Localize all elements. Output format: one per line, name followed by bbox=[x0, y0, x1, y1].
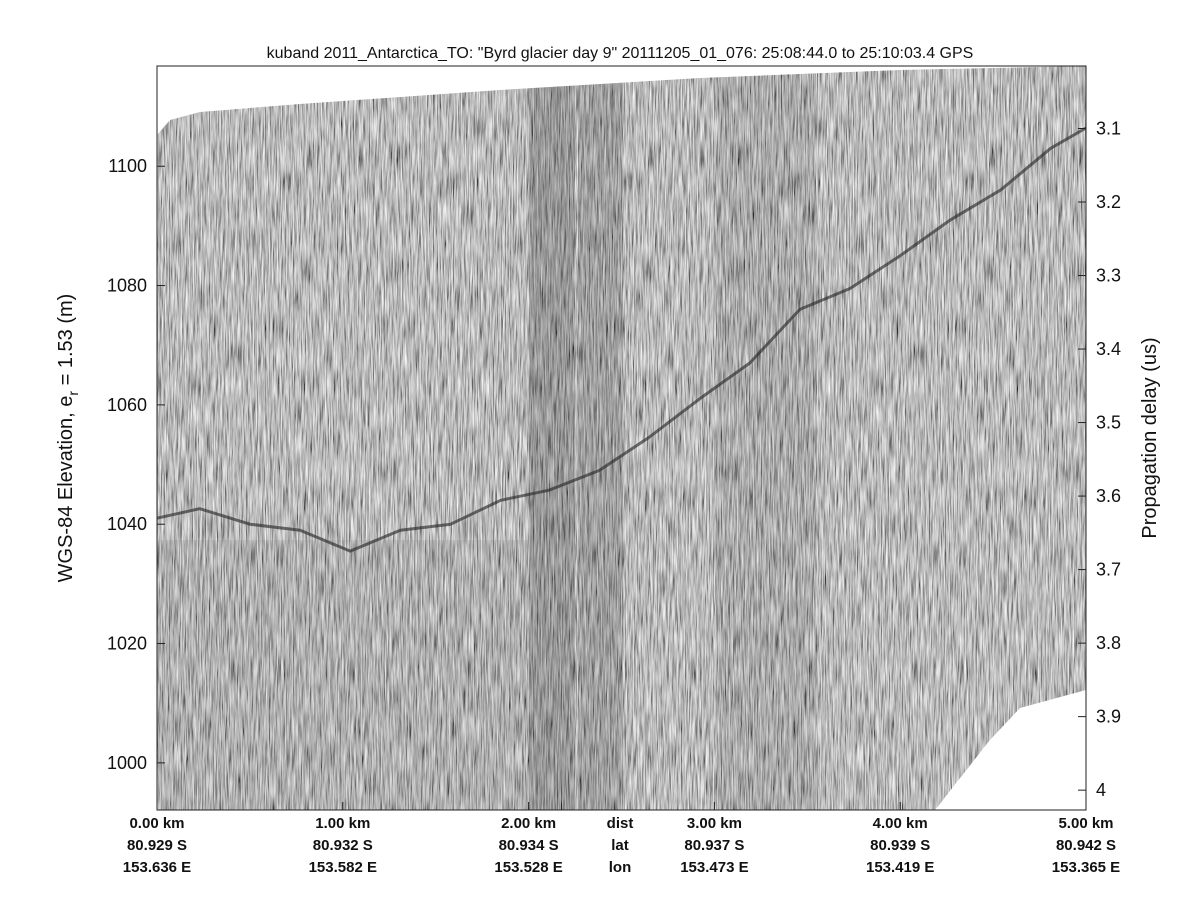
x-tick-lon: 153.473 E bbox=[680, 859, 748, 876]
radar-texture bbox=[157, 66, 1086, 810]
row-label: lon bbox=[609, 859, 632, 876]
shade bbox=[157, 540, 529, 810]
x-tick-lat: 80.942 S bbox=[1056, 837, 1116, 854]
x-tick-label: 1.00 km bbox=[315, 815, 370, 832]
x-tick-lon: 153.365 E bbox=[1052, 859, 1120, 876]
surface-reflector bbox=[156, 126, 1087, 553]
y-label-text: WGS-84 Elevation, e bbox=[55, 396, 77, 583]
y2-tick-label: 3.6 bbox=[1096, 486, 1121, 506]
x-tick-label: 0.00 km bbox=[129, 815, 184, 832]
row-label: lat bbox=[611, 837, 629, 854]
y2-tick-label: 3.3 bbox=[1096, 266, 1121, 286]
x-tick-lon: 153.528 E bbox=[494, 859, 562, 876]
y-label-subscript: r bbox=[65, 391, 81, 396]
y2-axis-label: Propagation delay (us) bbox=[1139, 337, 1161, 538]
x-tick-lat: 80.929 S bbox=[127, 837, 187, 854]
plot-frame bbox=[156, 65, 1087, 811]
x-tick-lon: 153.419 E bbox=[866, 859, 934, 876]
y2-tick-label: 3.8 bbox=[1096, 633, 1121, 653]
y-tick-label: 1080 bbox=[107, 276, 147, 296]
y2-tick-label: 3.7 bbox=[1096, 560, 1121, 580]
x-tick-lat: 80.939 S bbox=[870, 837, 930, 854]
y-tick-label: 1060 bbox=[107, 395, 147, 415]
row-label: dist bbox=[607, 815, 634, 832]
y2-tick-label: 3.1 bbox=[1096, 118, 1121, 138]
y-tick-label: 1020 bbox=[107, 634, 147, 654]
x-tick-lon: 153.636 E bbox=[123, 859, 191, 876]
x-tick-lon: 153.582 E bbox=[309, 859, 377, 876]
y-tick-label: 1040 bbox=[107, 514, 147, 534]
y2-tick-label: 3.2 bbox=[1096, 192, 1121, 212]
x-tick-label: 2.00 km bbox=[501, 815, 556, 832]
y-tick-label: 1100 bbox=[108, 156, 147, 176]
x-tick-label: 4.00 km bbox=[873, 815, 928, 832]
x-tick-label: 3.00 km bbox=[687, 815, 742, 832]
y2-tick-label: 3.4 bbox=[1096, 339, 1121, 359]
x-tick-lat: 80.932 S bbox=[313, 837, 373, 854]
dark-band bbox=[716, 66, 816, 810]
y2-tick-label: 4 bbox=[1096, 780, 1106, 800]
radar-image bbox=[157, 66, 1086, 810]
y-axis-label: WGS-84 Elevation, er = 1.53 (m) bbox=[55, 294, 81, 583]
dark-band bbox=[578, 66, 623, 810]
y-tick-label: 1000 bbox=[107, 753, 147, 773]
dark-band bbox=[529, 66, 575, 810]
y2-tick-label: 3.5 bbox=[1096, 413, 1121, 433]
chart-title: kuband 2011_Antarctica_TO: "Byrd glacier… bbox=[267, 45, 974, 62]
x-tick-lat: 80.934 S bbox=[499, 837, 559, 854]
y-label-suffix: = 1.53 (m) bbox=[55, 294, 77, 391]
x-tick-lat: 80.937 S bbox=[684, 837, 744, 854]
y2-tick-label: 3.9 bbox=[1096, 707, 1121, 727]
x-tick-label: 5.00 km bbox=[1058, 815, 1113, 832]
